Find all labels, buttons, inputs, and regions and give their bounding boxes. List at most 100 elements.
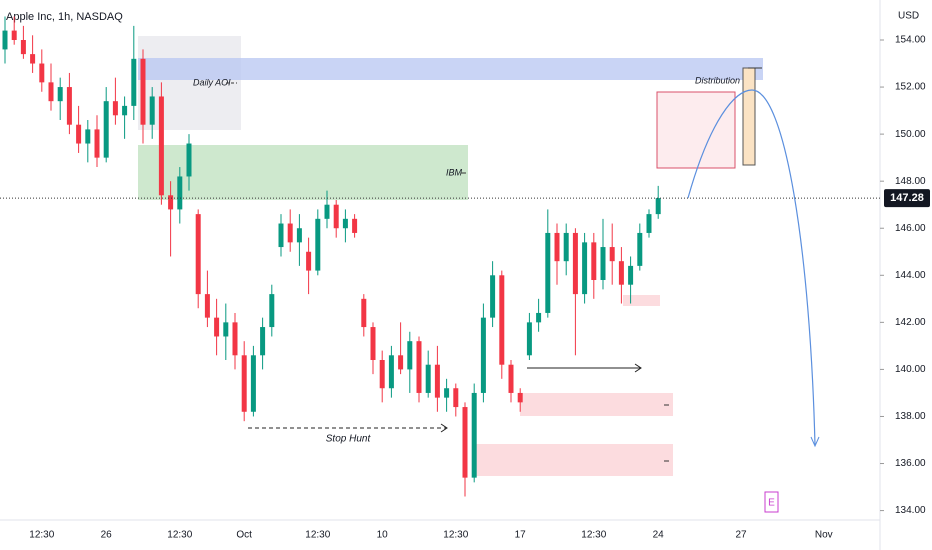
- candle-body: [48, 82, 54, 102]
- candle-body: [39, 63, 45, 83]
- x-tick-label: 27: [735, 530, 747, 541]
- candle-body: [333, 204, 339, 229]
- y-tick-label: 146.00: [895, 223, 926, 234]
- distribution-bar: [742, 67, 756, 166]
- candle-body: [526, 322, 532, 356]
- candle-body: [324, 204, 330, 219]
- y-tick-label: 148.00: [895, 176, 926, 187]
- demand-zone: [473, 444, 673, 476]
- candle-body: [416, 341, 422, 393]
- distribution-box: [656, 91, 736, 169]
- x-tick-label: 10: [377, 530, 389, 541]
- currency-label: USD: [898, 11, 919, 22]
- arrow-head: [440, 423, 448, 433]
- candle-body: [453, 388, 459, 408]
- event-box[interactable]: [764, 491, 779, 513]
- demand-zone: [520, 393, 673, 416]
- candle-body: [480, 317, 486, 393]
- candle-body: [149, 96, 155, 125]
- candle-body: [168, 195, 174, 210]
- candle-body: [637, 232, 643, 266]
- candle-body: [361, 298, 367, 328]
- candle-body: [158, 96, 164, 196]
- x-tick-label: 12:30: [443, 530, 468, 541]
- candle-body: [398, 355, 404, 370]
- annotation: IBM: [446, 167, 463, 177]
- candle-body: [112, 101, 118, 116]
- candle-body: [260, 327, 266, 356]
- candle-body: [618, 261, 624, 285]
- x-tick-label: 24: [653, 530, 665, 541]
- candle-body: [554, 232, 560, 262]
- candle-body: [11, 30, 17, 40]
- candle-body: [628, 265, 634, 285]
- arrow-head: [810, 436, 820, 448]
- candle-body: [370, 327, 376, 360]
- x-tick-label: 12:30: [29, 530, 54, 541]
- candle-body: [20, 40, 26, 55]
- candle-body: [646, 214, 652, 233]
- candle-body: [85, 129, 91, 144]
- candle-body: [306, 251, 312, 271]
- last-price-label: 147.28: [890, 192, 924, 204]
- candle-body: [379, 360, 385, 389]
- y-tick-label: 144.00: [895, 270, 926, 281]
- candle-body: [223, 322, 229, 337]
- ibm-zone: [138, 145, 468, 200]
- last-price-box: [884, 189, 930, 208]
- candle-body: [517, 392, 523, 403]
- candle-body: [342, 218, 348, 229]
- candle-body: [536, 312, 542, 323]
- candle-body: [66, 87, 72, 125]
- candle-body: [57, 87, 63, 102]
- candle-body: [140, 58, 146, 125]
- candle-body: [462, 407, 468, 478]
- candle-body: [241, 355, 247, 412]
- candle-body: [434, 364, 440, 398]
- candle-body: [186, 143, 192, 177]
- candle-body: [94, 129, 100, 158]
- x-tick-label: 26: [101, 530, 113, 541]
- x-tick-label: 12:30: [167, 530, 192, 541]
- candle-body: [407, 341, 413, 370]
- candle-body: [195, 214, 201, 295]
- candle-body: [315, 218, 321, 271]
- chart-title: Apple Inc, 1h, NASDAQ: [6, 11, 123, 23]
- candle-body: [2, 30, 8, 50]
- candle-body: [471, 392, 477, 478]
- candle-body: [499, 275, 505, 365]
- candle-body: [204, 294, 210, 318]
- candle-body: [609, 247, 615, 262]
- y-tick-label: 154.00: [895, 35, 926, 46]
- y-tick-label: 134.00: [895, 505, 926, 516]
- arrow-head: [634, 363, 642, 373]
- candle-body: [388, 355, 394, 389]
- x-tick-label: 17: [515, 530, 527, 541]
- annotation: Distribution: [695, 75, 740, 85]
- annotation: Daily AOI: [193, 77, 231, 87]
- event-label[interactable]: E: [768, 498, 775, 509]
- x-tick-label: 12:30: [305, 530, 330, 541]
- candle-body: [103, 101, 109, 158]
- candle-body: [600, 247, 606, 280]
- x-tick-label: 12:30: [581, 530, 606, 541]
- candle-body: [76, 124, 82, 144]
- candle-body: [232, 322, 238, 356]
- annotation: Stop Hunt: [326, 434, 372, 445]
- supply-band: [138, 58, 763, 80]
- candle-body: [296, 228, 302, 243]
- candle-body: [278, 223, 284, 248]
- candle-body: [122, 105, 128, 116]
- candle-body: [545, 232, 551, 313]
- candle-body: [425, 364, 431, 393]
- candle-body: [30, 54, 36, 64]
- candle-body: [352, 218, 358, 233]
- candle-body: [131, 58, 137, 106]
- projection-curve: [687, 89, 816, 446]
- candle-body: [490, 275, 496, 318]
- x-tick-label: Oct: [236, 530, 252, 541]
- candle-body: [508, 364, 514, 393]
- candle-body: [563, 232, 569, 262]
- candle-body: [214, 317, 220, 337]
- x-tick-label: Nov: [815, 530, 833, 541]
